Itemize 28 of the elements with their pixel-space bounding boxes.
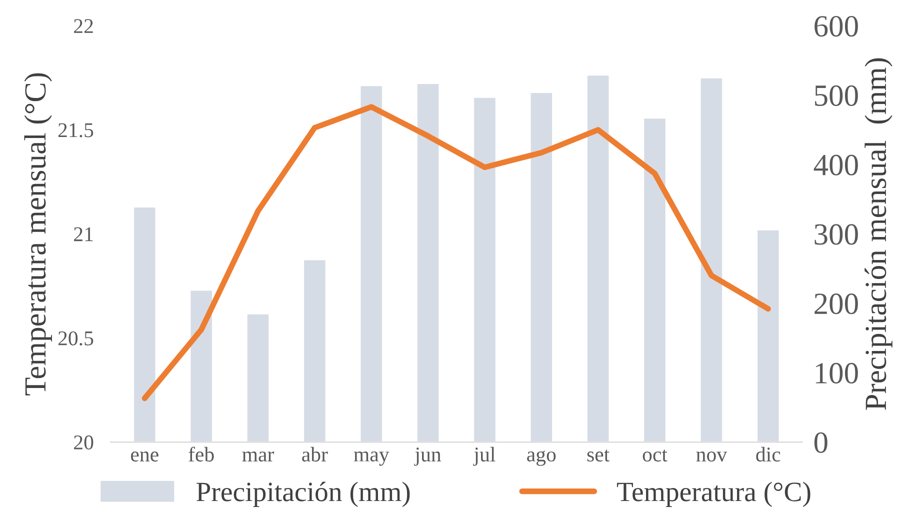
y2-tick-label: 600 [814, 16, 858, 37]
x-tick-label: set [587, 450, 610, 462]
x-tick-label: ago [527, 450, 556, 466]
x-tick-label: jul [473, 446, 496, 466]
legend-label: Temperatura (°C) [616, 482, 810, 507]
y2-tick-label: 100 [816, 362, 858, 384]
x-tick-label: abr [302, 446, 328, 462]
y2-tick-label: 400 [814, 154, 858, 176]
x-tick-label: dic [756, 446, 780, 462]
x-tick-label: jun [414, 448, 442, 466]
y-axis-title: Temperatura mensual (°C) [24, 73, 52, 396]
y2-tick-label: 500 [815, 85, 858, 106]
legend-label: Precipitación (mm) [196, 482, 410, 507]
y-tick-label: 21.5 [58, 123, 94, 138]
y2-tick-label: 300 [814, 224, 858, 245]
x-tick-label: feb [188, 446, 214, 462]
y-tick-label: 22 [74, 19, 93, 33]
x-tick-label: oct [642, 450, 668, 462]
y2-tick-label: 200 [814, 294, 858, 314]
x-tick-label: mar [242, 452, 274, 462]
x-tick-label: ene [131, 452, 158, 462]
y2-axis-title: Precipitación mensual (mm) [864, 58, 892, 410]
y2-tick-label: 0 [814, 432, 828, 453]
x-tick-label: may [354, 451, 390, 466]
x-tick-label: nov [696, 452, 728, 462]
y-tick-label: 20.5 [58, 331, 94, 346]
y-tick-label: 21 [74, 227, 93, 242]
y-tick-label: 20 [74, 435, 94, 450]
